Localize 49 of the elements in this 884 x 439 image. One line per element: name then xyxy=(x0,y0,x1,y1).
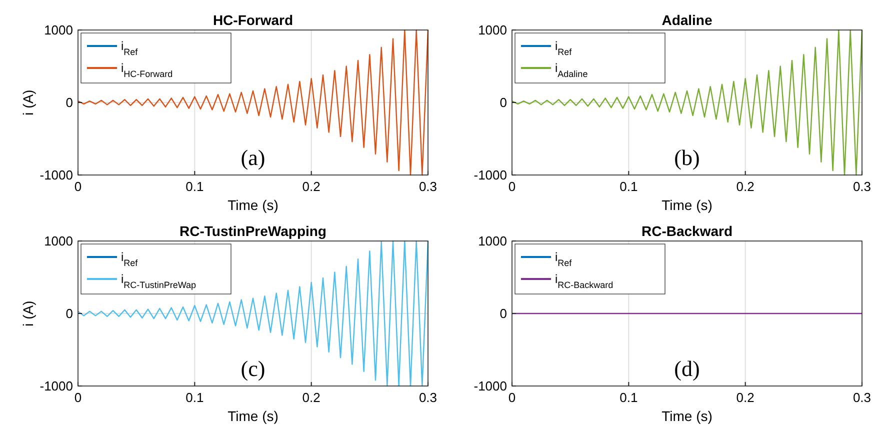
y-axis-title: i (A) xyxy=(20,90,36,116)
x-tick-label: 0.2 xyxy=(736,179,754,194)
legend-label: i$_{Ref}$ xyxy=(555,250,572,268)
x-tick-label: 0.3 xyxy=(852,179,872,194)
line-series xyxy=(77,29,429,176)
x-tick-label: 0.1 xyxy=(186,179,204,194)
y-tick-label: 0 xyxy=(66,306,73,321)
y-tick-label: 1000 xyxy=(478,22,507,38)
line-series xyxy=(77,240,429,387)
y-tick-label: -1000 xyxy=(474,168,507,182)
y-tick-label: 0 xyxy=(500,306,507,321)
x-axis-title: Time (s) xyxy=(662,408,712,424)
chart-title: RC-TustinPreWapping xyxy=(180,223,326,239)
y-tick-label: -1000 xyxy=(474,378,507,394)
x-tick-label: 0.3 xyxy=(852,390,872,405)
y-tick-label: -1000 xyxy=(40,378,73,394)
x-tick-label: 0.1 xyxy=(186,390,204,405)
x-axis-title: Time (s) xyxy=(228,408,278,424)
x-tick-label: 0.1 xyxy=(620,390,638,405)
x-axis-title: Time (s) xyxy=(662,197,712,213)
annotation: (d) xyxy=(674,356,700,381)
y-tick-label: 1000 xyxy=(44,234,73,248)
annotation: (b) xyxy=(674,145,700,170)
y-tick-label: -1000 xyxy=(40,168,73,182)
legend-label: i$_{Ref}$ xyxy=(121,250,138,268)
legend-label: i$_{Ref}$ xyxy=(121,39,138,57)
legend-label: i$_{Ref}$ xyxy=(555,39,572,57)
annotation: (a) xyxy=(240,145,266,170)
chart-title: RC-Backward xyxy=(641,223,733,239)
legend-label: i$_{HC-Forward}$ xyxy=(121,61,173,79)
y-tick-label: 0 xyxy=(500,95,507,110)
x-tick-label: 0.1 xyxy=(620,179,638,194)
chart-title: Adaline xyxy=(662,12,712,28)
annotation: (c) xyxy=(240,356,266,381)
x-tick-label: 0.2 xyxy=(302,179,320,194)
x-tick-label: 0.3 xyxy=(418,390,438,405)
y-axis-title: i (A) xyxy=(20,300,36,326)
x-tick-label: 0.3 xyxy=(418,179,438,194)
legend-label: i$_{RC-TustinPreWap}$ xyxy=(121,272,196,290)
y-tick-label: 1000 xyxy=(478,234,507,248)
y-tick-label: 0 xyxy=(66,95,73,110)
x-tick-label: 0.2 xyxy=(302,390,320,405)
chart-title: HC-Forward xyxy=(212,12,294,28)
y-tick-label: 1000 xyxy=(44,22,73,38)
line-series xyxy=(511,29,863,176)
legend-label: i$_{RC-Backward}$ xyxy=(555,272,614,290)
legend-label: i$_{Adaline}$ xyxy=(555,61,588,79)
x-tick-label: 0.2 xyxy=(736,390,754,405)
x-axis-title: Time (s) xyxy=(228,197,278,213)
